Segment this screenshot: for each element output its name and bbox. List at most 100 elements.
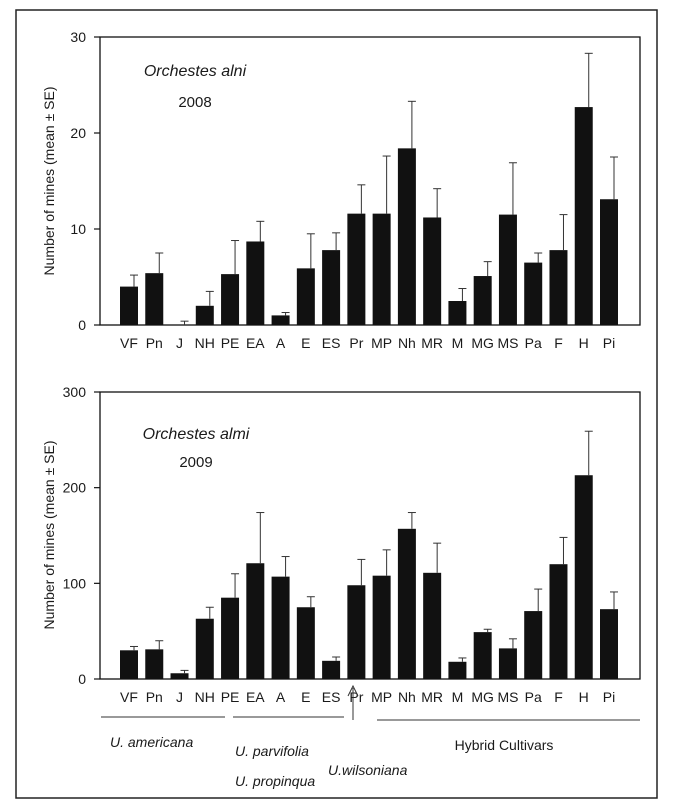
x-tick-label: ES — [322, 335, 341, 351]
bar — [195, 305, 214, 325]
bar — [524, 262, 543, 325]
bar — [372, 575, 391, 679]
group-annotations: U. americana U. parvifolia U. propinqua … — [101, 684, 640, 789]
x-tick-label: MP — [371, 689, 392, 705]
bar — [397, 148, 416, 325]
chart-year-2008: 2008 — [178, 94, 211, 111]
x-tick-label: M — [452, 689, 464, 705]
x-tick-label: Pi — [603, 689, 615, 705]
x-tick-label: Pa — [525, 689, 542, 705]
x-tick-label: J — [176, 689, 183, 705]
y-tick-label: 300 — [63, 384, 87, 400]
bar — [246, 563, 265, 679]
x-tick-label: Pi — [603, 335, 615, 351]
x-tick-label: Nh — [398, 689, 416, 705]
x-tick-label: Pn — [146, 689, 163, 705]
x-tick-label: MS — [497, 335, 518, 351]
x-tick-label: EA — [246, 689, 265, 705]
bar — [145, 273, 164, 325]
bar — [170, 673, 189, 679]
bar — [120, 286, 138, 325]
bar — [347, 585, 366, 679]
group-label-hybrid: Hybrid Cultivars — [455, 737, 554, 753]
y-axis-label-2008: Number of mines (mean ± SE) — [41, 87, 57, 276]
y-axis-label-2009: Number of mines (mean ± SE) — [41, 441, 57, 630]
bar — [448, 301, 467, 325]
x-tick-label: MG — [471, 689, 494, 705]
x-tick-label: Pr — [349, 689, 363, 705]
bars-2009: 0 100 200 300 VF Pn J NH PE EA A E ES Pr MP Nh MR M MG MS Pa… — [63, 384, 618, 705]
x-tick-label: PE — [221, 689, 240, 705]
bar — [498, 648, 517, 679]
chart-year-2009: 2009 — [179, 454, 212, 471]
x-tick-label: MS — [497, 689, 518, 705]
bar — [549, 250, 568, 325]
x-tick-label: M — [452, 335, 464, 351]
figure-border — [15, 9, 658, 799]
bar — [246, 241, 265, 325]
y-tick-label: 10 — [70, 221, 86, 237]
chart-2008: Number of mines (mean ± SE) Orchestes al… — [41, 29, 641, 351]
bar — [296, 268, 315, 325]
chart-title-2009: Orchestes almi — [143, 426, 250, 443]
plot-area-2008 — [99, 36, 641, 326]
group-label-parvifolia: U. parvifolia — [235, 743, 309, 759]
bar — [473, 276, 492, 325]
bar — [574, 107, 593, 325]
x-tick-label: E — [301, 335, 310, 351]
arrow-head-wilsoniana — [347, 684, 359, 697]
bar — [423, 217, 442, 325]
bar — [221, 597, 240, 679]
y-tick-label: 100 — [63, 575, 87, 591]
y-tick-label: 200 — [63, 480, 87, 496]
x-tick-label: EA — [246, 335, 265, 351]
bar — [600, 199, 618, 325]
y-tick-label: 0 — [78, 317, 86, 333]
x-tick-label: E — [301, 689, 310, 705]
x-tick-label: ES — [322, 689, 341, 705]
x-tick-label: F — [554, 335, 563, 351]
x-tick-label: J — [176, 335, 183, 351]
bar — [448, 661, 467, 679]
x-tick-label: VF — [120, 335, 138, 351]
x-tick-label: F — [554, 689, 563, 705]
x-tick-label: MR — [421, 335, 443, 351]
bar — [221, 274, 240, 325]
bar — [271, 576, 290, 679]
bar — [600, 609, 618, 679]
y-tick-label: 30 — [70, 29, 86, 45]
x-tick-label: H — [579, 335, 589, 351]
bar — [524, 611, 543, 679]
bar — [322, 660, 341, 679]
chart-title-2008: Orchestes alni — [144, 63, 247, 80]
x-tick-label: A — [276, 335, 286, 351]
x-tick-label: MP — [371, 335, 392, 351]
bar — [120, 650, 138, 679]
bar — [271, 315, 290, 325]
x-tick-label: Pr — [349, 335, 363, 351]
x-tick-label: PE — [221, 335, 240, 351]
x-tick-label: MR — [421, 689, 443, 705]
bar — [322, 250, 341, 325]
bar — [498, 214, 517, 325]
bars-2008: 0 10 20 30 VF Pn J NH PE EA A E ES Pr MP Nh MR M MG MS Pa F H P… — [70, 29, 618, 351]
x-tick-label: Nh — [398, 335, 416, 351]
bar — [473, 632, 492, 679]
x-tick-label: H — [579, 689, 589, 705]
x-tick-label: Pn — [146, 335, 163, 351]
bar — [423, 572, 442, 679]
bar — [347, 213, 366, 325]
plot-area-2009 — [99, 391, 641, 680]
bar — [372, 213, 391, 325]
group-label-propinqua: U. propinqua — [235, 773, 315, 789]
x-tick-label: A — [276, 689, 286, 705]
bar — [574, 475, 593, 679]
x-tick-label: VF — [120, 689, 138, 705]
bar — [397, 528, 416, 679]
bar — [195, 618, 214, 679]
y-tick-label: 0 — [78, 671, 86, 687]
bar — [296, 607, 315, 679]
x-tick-label: MG — [471, 335, 494, 351]
group-label-wilsoniana: U.wilsoniana — [328, 762, 408, 778]
